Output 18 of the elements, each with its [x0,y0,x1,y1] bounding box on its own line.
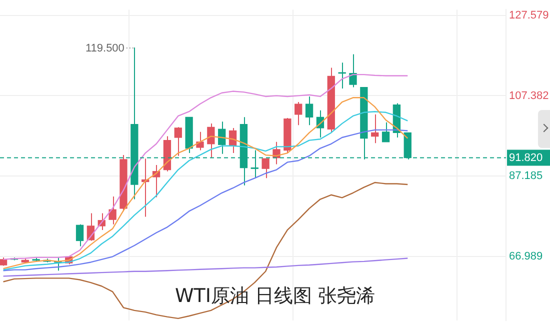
candlestick [294,102,302,126]
candlestick [108,196,116,225]
candlestick [174,126,182,156]
ref-line-label: 91.820 [509,152,543,164]
candlestick [207,123,215,158]
candlestick [305,96,314,126]
candlestick [338,62,346,89]
candlestick [76,224,84,247]
candlestick [262,158,270,179]
annotation: 119.500 [85,42,124,54]
y-tick-label: 66.989 [509,250,543,263]
y-tick-label: 87.185 [509,170,543,182]
candlestick [382,122,390,142]
candlestick [349,54,357,88]
y-tick-label: 107.382 [509,90,549,102]
candlestick [371,114,379,144]
y-tick-label: 127.579 [509,9,549,22]
candlestick [196,131,204,151]
